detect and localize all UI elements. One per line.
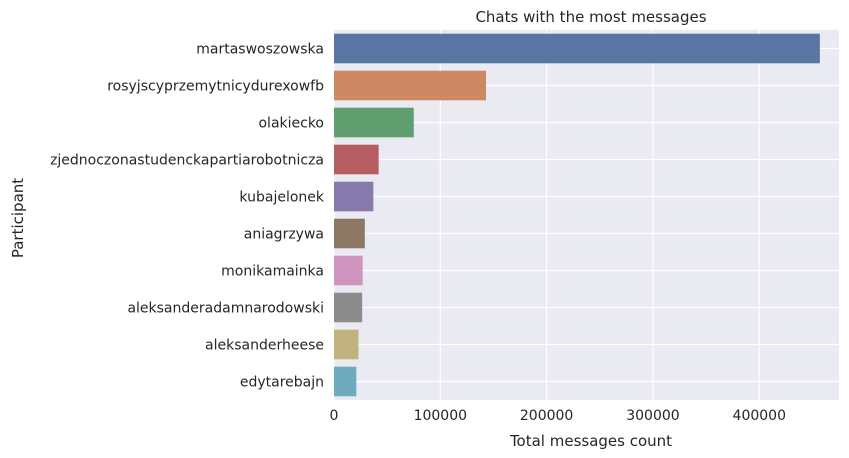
bar-rosyjscyprzemytnicydurexowfb (334, 70, 487, 101)
x-tick-label: 100000 (414, 408, 467, 424)
y-tick-label: aleksanderheese (205, 338, 324, 354)
bar-monikamainka (334, 255, 363, 286)
bar-olakiecko (334, 107, 414, 138)
bar-aniagrzywa (334, 218, 365, 249)
y-axis-title: Participant (9, 178, 27, 258)
x-tick-label: 0 (330, 408, 339, 424)
chart-title: Chats with the most messages (475, 8, 706, 26)
y-tick-label: monikamainka (221, 264, 324, 280)
x-tick-label: 300000 (626, 408, 679, 424)
y-tick-label: kubajelonek (239, 190, 324, 206)
x-axis-title: Total messages count (509, 432, 672, 450)
bar-aleksanderheese (334, 329, 359, 360)
grid-lines (333, 30, 839, 400)
y-tick-label: olakiecko (258, 116, 324, 132)
y-tick-label: aniagrzywa (244, 227, 324, 243)
y-tick-label: aleksanderadamnarodowski (127, 301, 324, 317)
bar-aleksanderadamnarodowski (334, 292, 363, 323)
x-tick-labels: 0 100000 200000 300000 400000 (330, 408, 786, 424)
bar-kubajelonek (334, 181, 374, 212)
y-tick-label: zjednoczonastudenckapartiarobotnicza (50, 153, 324, 169)
x-tick-label: 200000 (520, 408, 573, 424)
bars (334, 33, 820, 397)
bar-martaswoszowska (334, 33, 820, 64)
y-tick-labels: martaswoszowska rosyjscyprzemytnicydurexo… (50, 42, 325, 391)
bar-zjednoczonastudenckapartiarobotnicza (334, 144, 379, 175)
y-tick-label: martaswoszowska (196, 42, 324, 58)
y-tick-label: edytarebajn (240, 375, 324, 391)
y-tick-label: rosyjscyprzemytnicydurexowfb (107, 79, 324, 95)
bar-edytarebajn (334, 366, 357, 397)
x-tick-label: 400000 (733, 408, 786, 424)
